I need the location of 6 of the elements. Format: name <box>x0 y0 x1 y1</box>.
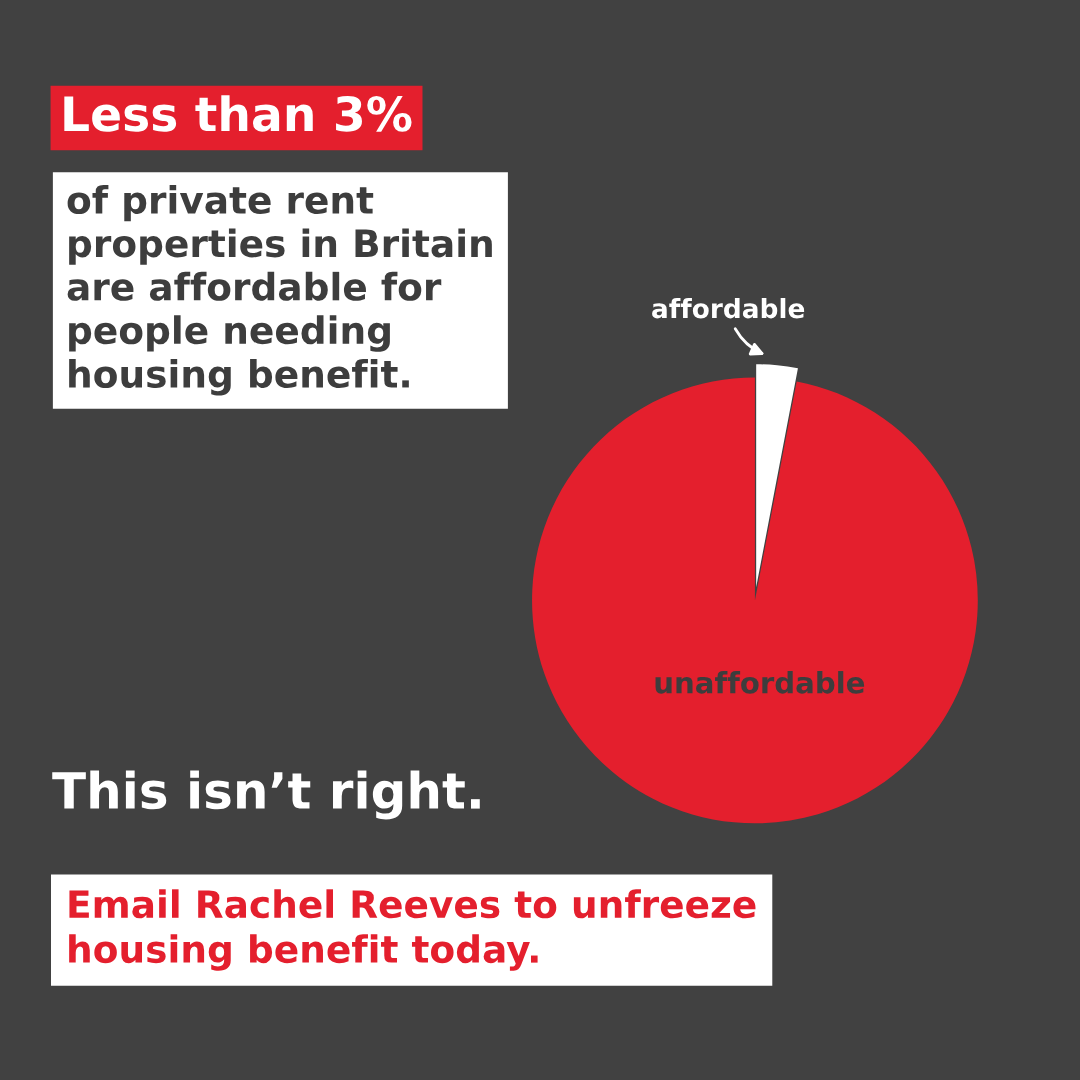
chart-subtitle: of private rent properties in Britain are affordable for people needing housing benefit. <box>67 185 492 396</box>
text: This isn’t right. <box>52 770 480 820</box>
slice-label: unaffordable <box>655 671 865 694</box>
chart-title: Less than 3% <box>64 95 412 132</box>
slice-label: affordable <box>652 297 805 319</box>
text: Email Rachel Reeves to unfreeze housing benefit today. <box>69 889 756 971</box>
